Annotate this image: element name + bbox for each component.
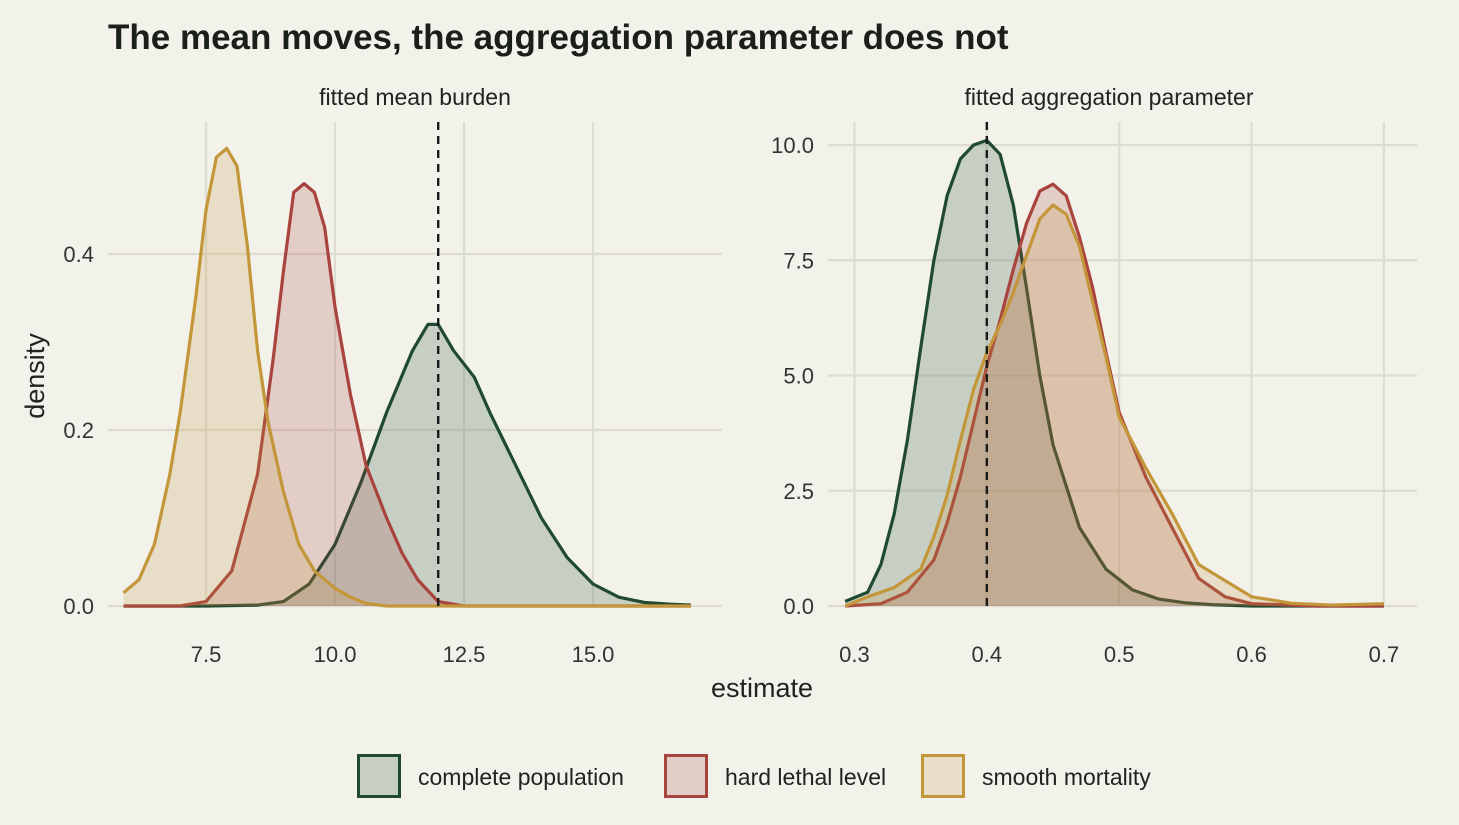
density-line-hard bbox=[123, 182, 691, 608]
chart-title: The mean moves, the aggregation paramete… bbox=[108, 18, 1009, 57]
panel-aggregation-parameter: 0.0 2.5 5.0 7.5 10.0 0.3 0.4 0.5 0.6 0.7 bbox=[771, 122, 1417, 667]
y-tick-label: 10.0 bbox=[771, 133, 814, 158]
x-tick-label: 0.4 bbox=[972, 642, 1003, 667]
x-tick-label: 12.5 bbox=[443, 642, 486, 667]
density-line-smooth bbox=[844, 203, 1384, 608]
y-tick-label: 0.2 bbox=[63, 418, 94, 443]
density-area-complete bbox=[845, 140, 1384, 606]
y-axis-title: density bbox=[20, 333, 50, 419]
x-tick-label: 10.0 bbox=[314, 642, 357, 667]
y-tick-label: 0.0 bbox=[63, 594, 94, 619]
legend-swatch-smooth bbox=[921, 754, 965, 798]
x-tick-label: 0.6 bbox=[1236, 642, 1267, 667]
y-tick-label: 2.5 bbox=[783, 479, 814, 504]
x-tick-label: 0.3 bbox=[839, 642, 870, 667]
y-tick-label: 5.0 bbox=[783, 364, 814, 389]
density-area-hard bbox=[123, 183, 691, 606]
legend-swatch-complete bbox=[357, 754, 401, 798]
legend: complete population hard lethal level smoo… bbox=[357, 754, 1151, 798]
x-axis-title: estimate bbox=[711, 673, 813, 703]
density-line-complete bbox=[844, 138, 1384, 608]
legend-label-smooth: smooth mortality bbox=[982, 764, 1151, 790]
legend-swatch-hard bbox=[664, 754, 708, 798]
strip-label-mean: fitted mean burden bbox=[319, 84, 511, 110]
panel-mean-burden: 0.0 0.2 0.4 7.5 10.0 12.5 15.0 bbox=[63, 122, 722, 667]
density-area-complete bbox=[123, 324, 691, 606]
x-tick-label: 15.0 bbox=[572, 642, 615, 667]
legend-label-hard: hard lethal level bbox=[725, 764, 886, 790]
y-tick-label: 0.4 bbox=[63, 242, 94, 267]
density-line-complete bbox=[123, 322, 692, 608]
x-tick-label: 0.7 bbox=[1369, 642, 1400, 667]
x-tick-label: 7.5 bbox=[191, 642, 222, 667]
density-area-smooth bbox=[123, 148, 691, 606]
density-line-hard bbox=[845, 182, 1384, 608]
strip-label-aggregation: fitted aggregation parameter bbox=[965, 84, 1254, 110]
y-tick-label: 7.5 bbox=[783, 248, 814, 273]
y-tick-label: 0.0 bbox=[783, 594, 814, 619]
density-area-smooth bbox=[845, 205, 1384, 606]
x-tick-label: 0.5 bbox=[1104, 642, 1135, 667]
legend-label-complete: complete population bbox=[418, 764, 624, 790]
density-line-smooth bbox=[122, 146, 691, 608]
